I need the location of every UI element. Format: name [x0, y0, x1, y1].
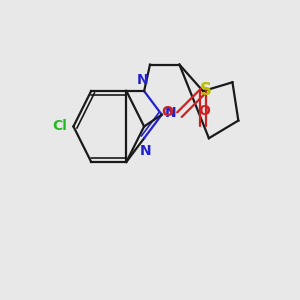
- Text: N: N: [137, 73, 148, 87]
- Text: S: S: [200, 81, 211, 99]
- Text: N: N: [165, 106, 176, 120]
- Text: O: O: [161, 105, 173, 119]
- Text: O: O: [199, 103, 210, 118]
- Text: N: N: [140, 143, 152, 158]
- Text: Cl: Cl: [53, 119, 68, 134]
